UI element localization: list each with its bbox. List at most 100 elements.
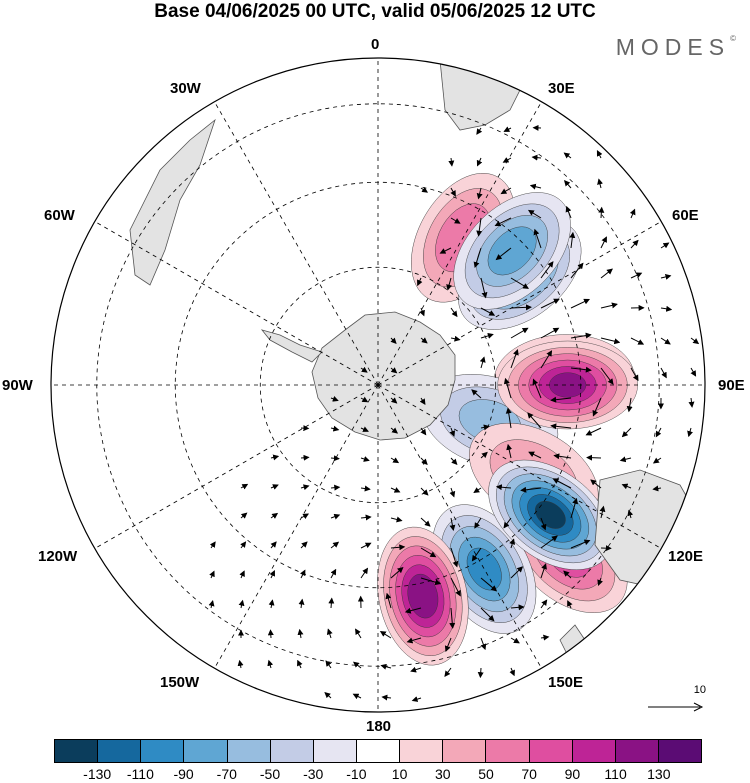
colorbar-swatch (486, 740, 530, 762)
wind-vector-arrow (270, 484, 279, 490)
wind-vector-arrow (570, 262, 584, 279)
wind-vector-arrow (510, 304, 532, 311)
wind-vector-arrow (480, 637, 487, 651)
wind-vector-arrow (411, 696, 422, 702)
wind-vector-arrow (237, 659, 244, 669)
wind-vector-arrow (570, 366, 592, 373)
colorbar-swatch (141, 740, 185, 762)
meridian-line (214, 101, 379, 386)
wind-vector-arrow (510, 604, 525, 611)
wind-vector-arrow (586, 454, 602, 461)
wind-vector-arrow (652, 457, 662, 464)
colorbar-tick-labels: -130 -110 -90 -70 -50 -30 -10 10 30 50 70 90 110 130 (54, 766, 702, 782)
wind-vector-arrow (520, 486, 542, 493)
colorbar-tick-label: 90 (564, 766, 581, 782)
wind-vector-arrow (540, 517, 547, 531)
wind-vector-arrow (480, 451, 488, 459)
wind-vector-arrow (390, 397, 398, 404)
wind-vector-arrow (449, 607, 456, 629)
wind-vector-arrow (379, 631, 392, 639)
wind-vector-arrow (597, 577, 603, 586)
lon-label-150w: 150W (160, 674, 200, 691)
wind-vector-arrow (390, 337, 397, 345)
colorbar-swatch (313, 740, 357, 762)
wind-vector-arrow (495, 484, 512, 491)
wind-vector-arrow (690, 337, 700, 345)
wind-vector-arrow (494, 217, 512, 227)
wind-vector-arrow (570, 298, 590, 309)
wind-vector-arrow (404, 607, 422, 614)
wind-vector-arrow (267, 629, 274, 639)
modes-logo: MODES© (616, 34, 736, 61)
wind-vector-arrow (353, 661, 362, 669)
colorbar-tick-label: 10 (391, 766, 408, 782)
wind-vector-arrow (360, 456, 370, 462)
wind-vector-arrow (510, 566, 524, 579)
colorbar-swatch (227, 740, 271, 762)
wind-vector-arrow (567, 600, 573, 609)
wind-vector-arrow (627, 509, 634, 519)
wind-vector-arrow (240, 512, 248, 519)
wind-vector-arrow (533, 228, 542, 249)
wind-vector-arrow (267, 659, 274, 669)
wind-vector-arrow (444, 667, 452, 677)
wind-vector-arrow (420, 517, 431, 527)
wind-vector-arrow (473, 247, 482, 269)
wind-vector-arrow (420, 427, 427, 436)
wind-vector-arrow (552, 478, 572, 489)
map-disk (51, 58, 705, 712)
wind-vector-arrow (480, 607, 495, 622)
colorbar-swatch (55, 740, 99, 762)
south-america-landmass (129, 118, 216, 286)
wind-vector-arrow (569, 231, 576, 249)
wind-vector-arrow (500, 187, 512, 195)
wind-vector-arrow (690, 367, 697, 377)
wind-vector-arrow (360, 485, 371, 492)
wind-vector-arrow (592, 397, 602, 417)
anomaly-contour (487, 226, 537, 276)
anomaly-contour (407, 573, 439, 619)
wind-vector-arrow (419, 307, 425, 317)
wind-vector-arrow (600, 337, 621, 345)
colorbar-tick-label: -130 (83, 766, 112, 782)
wind-vector-arrow (390, 427, 399, 434)
antarctic-peninsula (260, 329, 323, 363)
colorbar-tick-label: -30 (303, 766, 324, 782)
wind-vector-arrow (297, 659, 303, 669)
wind-vector-arrow (240, 541, 247, 549)
wind-vector-arrow (502, 157, 512, 163)
wind-vector-arrow (660, 337, 671, 345)
wind-vectors (208, 124, 700, 702)
colorbar-swatch (400, 740, 444, 762)
wind-vector-arrow (597, 178, 603, 189)
wind-vector-arrow (450, 187, 456, 197)
meridian-line (377, 101, 542, 386)
wind-vector-arrow (553, 453, 572, 460)
meridian-line (377, 384, 542, 669)
lon-label-180: 180 (366, 718, 392, 735)
wind-vector-arrow (390, 516, 403, 523)
wind-vector-arrow (324, 691, 332, 699)
wind-vector-arrow (297, 628, 304, 639)
wind-vector-arrow (450, 577, 461, 597)
wind-vector-arrow (474, 517, 482, 529)
wind-vector-arrow (619, 456, 632, 463)
wind-vector-arrow (540, 599, 548, 609)
wind-vector-arrow (270, 541, 277, 549)
wind-vector-arrow (503, 377, 512, 399)
wind-vector-arrow (270, 454, 280, 461)
wind-vector-arrow (510, 277, 529, 289)
wind-vector-arrow (655, 427, 662, 438)
wind-vector-arrow (360, 426, 369, 432)
wind-vector-arrow (495, 247, 512, 261)
colorbar-tick-label: 70 (521, 766, 537, 782)
wind-vector-arrow (410, 666, 422, 673)
wind-vector-arrow (298, 598, 305, 609)
wind-vector-arrow (630, 337, 645, 345)
wind-vector-arrow (360, 396, 369, 403)
wind-vector-arrow (380, 663, 392, 670)
wind-vector-arrow (629, 208, 636, 219)
wind-vector-arrow (420, 547, 437, 558)
lon-label-90w: 90W (2, 377, 33, 394)
polar-stereographic-map (50, 57, 706, 713)
